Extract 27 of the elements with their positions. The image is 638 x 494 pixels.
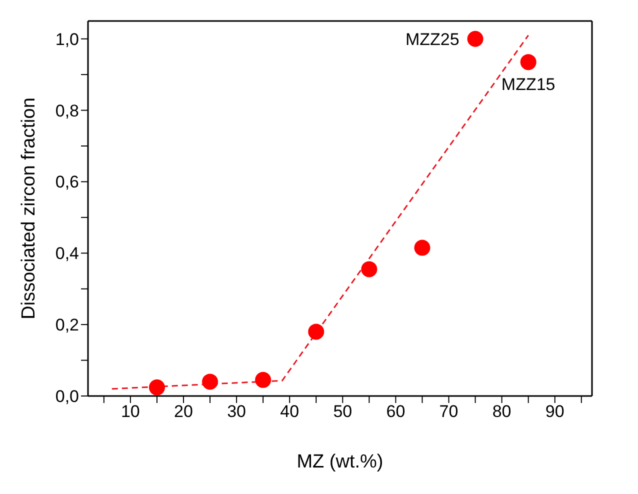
point <box>255 372 272 388</box>
x-tick-label: 50 <box>333 402 352 422</box>
point <box>308 324 324 340</box>
y-tick-label: 0,2 <box>55 316 79 335</box>
y-tick-label: 0,8 <box>55 101 79 120</box>
x-tick-label: 90 <box>545 402 564 422</box>
point <box>467 30 484 47</box>
annotation: MZZ25 <box>405 30 460 49</box>
y-tick-label: 1,0 <box>55 30 79 49</box>
y-tick-label: 0,0 <box>55 387 79 406</box>
point <box>361 261 378 278</box>
point <box>148 379 165 396</box>
y-tick-label: 0,6 <box>55 172 79 192</box>
annotation: MZZ15 <box>501 75 556 94</box>
point <box>414 240 430 256</box>
point <box>202 374 218 390</box>
x-tick-label: 40 <box>280 402 300 422</box>
point <box>520 54 536 70</box>
x-tick-label: 20 <box>174 402 193 422</box>
y-axis-title: Dissociated zircon fraction <box>18 98 40 320</box>
x-tick-label: 70 <box>439 402 458 422</box>
x-tick-label: 80 <box>492 402 512 422</box>
x-axis-title: MZ (wt.%) <box>296 451 384 472</box>
x-tick-label: 10 <box>120 402 140 422</box>
y-tick-label: 0,4 <box>55 244 79 264</box>
x-tick-label: 30 <box>227 402 246 422</box>
x-tick-label: 60 <box>386 402 406 422</box>
